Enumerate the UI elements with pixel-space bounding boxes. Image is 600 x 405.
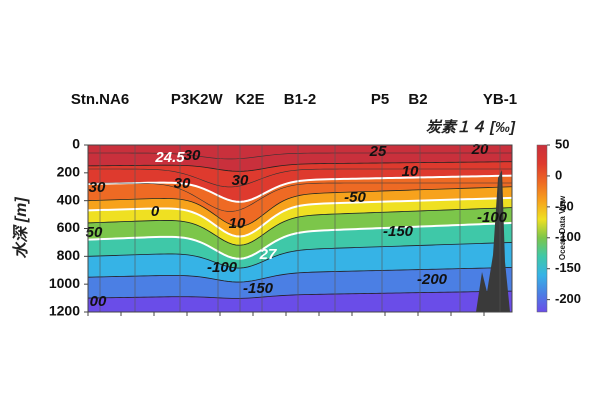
- contour-line: [88, 242, 512, 269]
- y-axis-label: 水深 [m]: [12, 197, 30, 259]
- white-contour: [88, 196, 512, 238]
- contour-label: -100: [477, 209, 508, 226]
- contour-line: [88, 182, 512, 212]
- white-contour: [88, 221, 512, 260]
- chart-title: 炭素１４ [‰]: [426, 119, 516, 136]
- contour-label: 30: [184, 147, 201, 164]
- seafloor: [476, 170, 510, 312]
- station-label: B2: [408, 91, 427, 108]
- station-label: YB-1: [483, 91, 517, 108]
- field: [88, 145, 512, 312]
- y-tick-label: 400: [57, 191, 81, 207]
- contour-label: -50: [344, 189, 366, 206]
- colorbar-tick-label: -150: [555, 260, 581, 275]
- colorbar-tick-label: 0: [555, 167, 562, 182]
- contour-label: 24.5: [154, 149, 185, 166]
- contour-line: [88, 267, 512, 283]
- contour-label: -150: [243, 280, 274, 297]
- watermark: Ocean Data View: [558, 195, 567, 260]
- y-tick-label: 200: [57, 164, 81, 180]
- y-tick-label: 1000: [49, 275, 80, 291]
- y-tick-label: 0: [72, 136, 80, 152]
- colorbar-tick-label: -100: [555, 229, 581, 244]
- y-tick-label: 600: [57, 219, 81, 235]
- colorbar-tick-label: -200: [555, 291, 581, 306]
- contour-label: 30: [174, 175, 191, 192]
- contour-label: -150: [383, 223, 414, 240]
- contour-label: -100: [207, 259, 238, 276]
- station-label: B1-2: [284, 91, 317, 108]
- contour-label: -200: [417, 271, 448, 288]
- colorbar-tick-label: 50: [555, 136, 569, 151]
- station-label: K2E: [235, 91, 264, 108]
- colorbar: [536, 144, 548, 313]
- contour-line: [88, 207, 512, 246]
- station-label: P5: [371, 91, 389, 108]
- contour-label: 30: [232, 172, 249, 189]
- contour-line: [88, 290, 512, 299]
- contour-label: 10: [229, 215, 246, 232]
- contour-label: 10: [402, 163, 419, 180]
- contour-line: [88, 161, 512, 172]
- contour-label: 27: [259, 246, 277, 263]
- contour-label: 0: [151, 203, 160, 220]
- contour-line: [88, 152, 512, 160]
- white-contour: [88, 174, 512, 203]
- contour-line: [88, 186, 512, 227]
- station-label: P3: [171, 91, 189, 108]
- y-tick-label: 1200: [49, 303, 80, 319]
- station-label: Stn.NA6: [71, 91, 129, 108]
- contour-label: 25: [369, 143, 387, 160]
- station-label: K2W: [189, 91, 223, 108]
- y-tick-label: 800: [57, 247, 81, 263]
- colorbar-tick-label: -50: [555, 198, 574, 213]
- contour-label: 20: [471, 141, 489, 158]
- contour-label: 00: [90, 293, 107, 310]
- contour-label: 30: [89, 179, 106, 196]
- contour-line: [88, 168, 512, 188]
- contour-label: 50: [86, 224, 103, 241]
